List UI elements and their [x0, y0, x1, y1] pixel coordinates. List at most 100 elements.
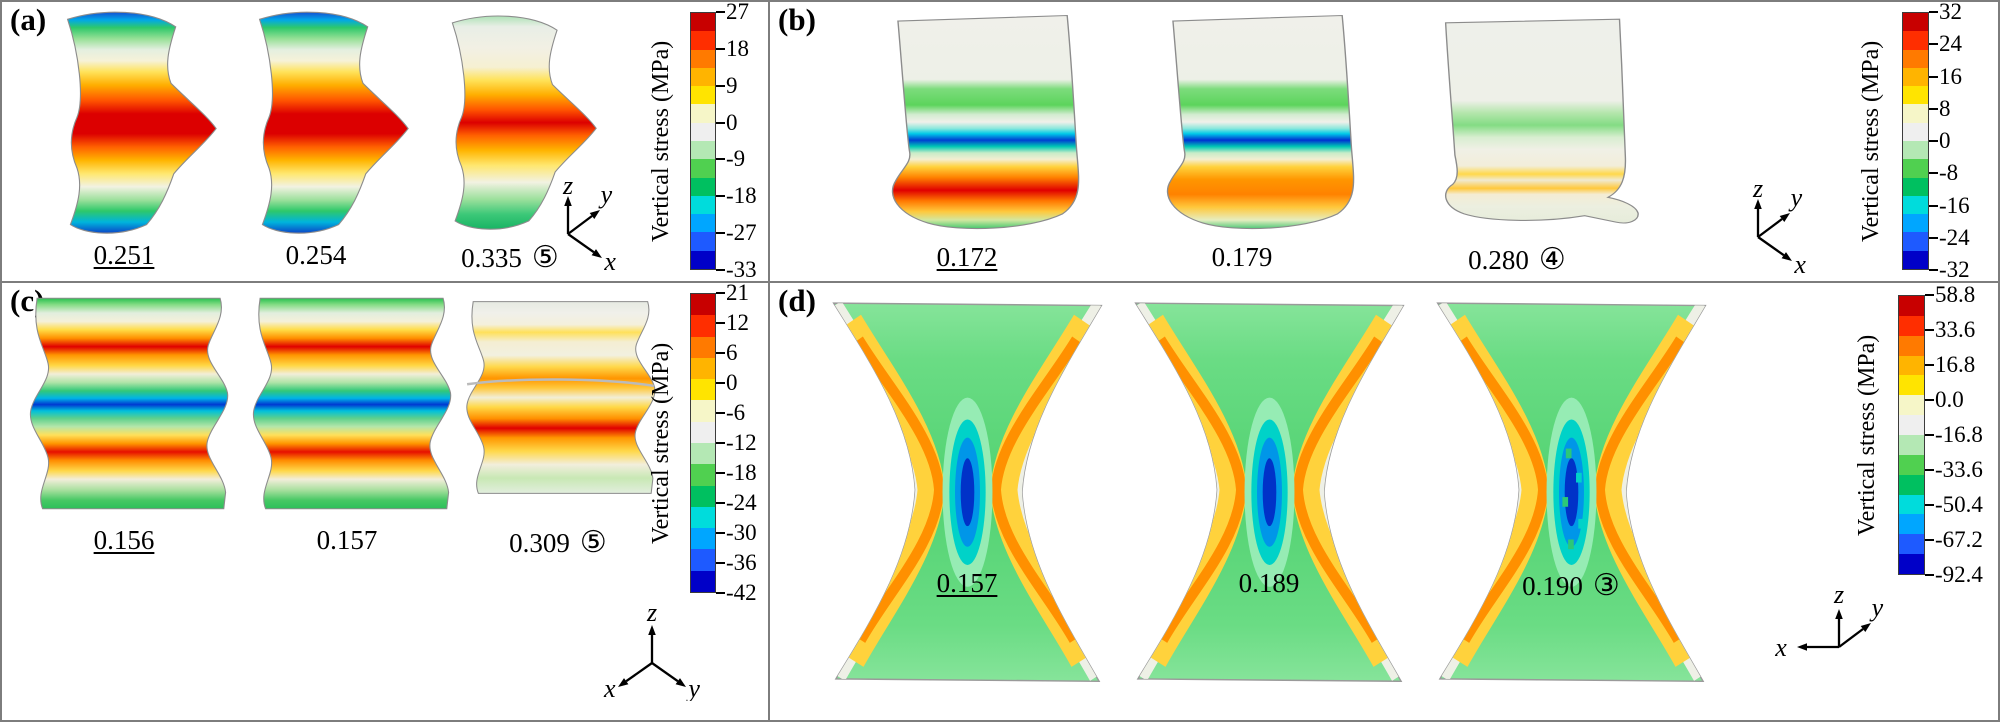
svg-text:z: z — [562, 174, 573, 200]
colorbar-segment — [1899, 415, 1924, 436]
colorbar-tick — [1925, 539, 1934, 541]
stress-contour-c-1 — [17, 291, 232, 516]
colorbar-tick-label: 18 — [726, 35, 749, 61]
colorbar-tick-label: -67.2 — [1935, 527, 1983, 552]
strain-value-text: 0.280 — [1468, 245, 1529, 275]
colorbar — [1902, 12, 1929, 270]
colorbar-segment — [691, 485, 715, 507]
colorbar-segment — [1903, 140, 1928, 160]
strain-value: 0.157 — [937, 568, 998, 599]
circled-number: ⑤ — [579, 526, 607, 559]
stress-contour-d-2 — [1122, 291, 1417, 691]
colorbar-segment — [691, 336, 715, 358]
strain-value: 0.156 — [94, 525, 155, 556]
strain-value-text: 0.179 — [1211, 242, 1273, 272]
colorbar-segment — [691, 315, 715, 337]
stress-contour-a-3 — [416, 12, 598, 230]
colorbar-tick — [716, 84, 725, 87]
colorbar-segment — [1899, 554, 1924, 575]
colorbar-tick-label: -24 — [1939, 224, 1970, 250]
colorbar-tick-label: 8 — [1939, 95, 1951, 121]
colorbar-tick — [1925, 329, 1934, 331]
colorbar-tick — [716, 292, 725, 294]
colorbar-tick-label: 33.6 — [1935, 317, 1976, 342]
colorbar-tick — [716, 592, 725, 594]
stress-contour-a-1 — [30, 8, 218, 234]
colorbar-segment — [1899, 514, 1924, 535]
colorbar-segment — [1899, 355, 1924, 376]
colorbar-segment — [691, 104, 715, 123]
colorbar — [690, 293, 716, 593]
circled-number: ⑤ — [531, 241, 559, 274]
colorbar-tick-label: -33.6 — [1935, 457, 1983, 482]
colorbar-tick-label: -12 — [726, 430, 757, 455]
colorbar-tick-label: -9 — [726, 146, 746, 172]
colorbar-title: Vertical stress (MPa) — [648, 40, 674, 242]
colorbar-tick-label: -32 — [1939, 257, 1970, 282]
colorbar-title: Vertical stress (MPa) — [1854, 334, 1880, 536]
colorbar-segment — [691, 570, 715, 592]
colorbar-segment — [691, 421, 715, 443]
colorbar-segment — [691, 549, 715, 571]
colorbar-segment — [1903, 214, 1928, 233]
strain-value: 0.335 ⑤ — [461, 240, 559, 275]
colorbar-tick-label: -16.8 — [1935, 422, 1983, 447]
colorbar-segment — [1899, 474, 1924, 495]
panel-b: (b) 0.172 0.179 0.280 ④ Vertical stress (MPa… — [770, 2, 1998, 283]
colorbar-segment — [1903, 232, 1928, 251]
stress-contour-d-3 — [1424, 291, 1719, 691]
colorbar-tick-label: 16.8 — [1935, 352, 1976, 377]
panel-d: (d) 0.157 0.189 0.190 ③ Vertical stress (MPa… — [770, 282, 1998, 720]
colorbar-segment — [691, 49, 715, 68]
colorbar-segment — [691, 400, 715, 422]
colorbar-segment — [691, 442, 715, 465]
colorbar — [690, 12, 716, 270]
panel-a-label: (a) — [10, 2, 47, 37]
colorbar-tick — [716, 562, 725, 564]
colorbar-tick — [1925, 504, 1934, 506]
colorbar-tick — [1929, 140, 1938, 142]
colorbar-segment — [1903, 122, 1928, 141]
colorbar-segment — [691, 13, 715, 32]
strain-value: 0.280 ④ — [1468, 242, 1566, 277]
panel-d-label: (d) — [778, 283, 816, 318]
colorbar-segment — [1903, 250, 1928, 269]
colorbar-tick — [1925, 469, 1934, 471]
colorbar-tick-label: -27 — [726, 220, 757, 246]
colorbar-tick — [716, 472, 725, 474]
colorbar-tick — [716, 121, 725, 124]
svg-text:y: y — [685, 674, 700, 701]
stress-contour-c-2 — [240, 291, 455, 516]
colorbar-segment — [1899, 296, 1924, 316]
colorbar-tick-label: -42 — [726, 580, 757, 605]
colorbar-segment — [1899, 335, 1924, 356]
strain-value-text: 0.309 — [509, 528, 570, 558]
panel-a: (a) 0.251 0.254 0.335 ⑤ Vertical stress (MPa… — [2, 2, 770, 283]
colorbar-segment — [691, 250, 715, 269]
colorbar-tick — [1929, 269, 1938, 271]
colorbar-segment — [1903, 177, 1928, 196]
strain-value: 0.157 — [317, 525, 378, 556]
colorbar-tick — [716, 442, 725, 444]
colorbar-tick — [1929, 11, 1938, 13]
stress-contour-b-1 — [840, 10, 1095, 235]
stress-contour-b-3 — [1390, 10, 1645, 235]
colorbar-segment — [691, 506, 715, 529]
svg-text:y: y — [598, 180, 613, 209]
colorbar-segment — [691, 122, 715, 141]
colorbar-tick-label: 6 — [726, 340, 738, 365]
colorbar-tick-label: -36 — [726, 550, 757, 575]
svg-text:z: z — [1833, 583, 1844, 609]
colorbar-segment — [1903, 195, 1928, 215]
colorbar-tick — [716, 11, 725, 13]
colorbar-tick-label: -50.4 — [1935, 492, 1983, 517]
stress-contour-a-2 — [222, 8, 410, 234]
colorbar-tick — [716, 158, 725, 161]
colorbar-tick — [716, 322, 725, 324]
colorbar-tick-label: 21 — [726, 280, 749, 305]
strain-value-text: 0.157 — [936, 568, 998, 598]
colorbar-tick-label: 24 — [1939, 31, 1962, 57]
colorbar-segment — [1903, 104, 1928, 123]
colorbar-tick — [1925, 294, 1934, 296]
